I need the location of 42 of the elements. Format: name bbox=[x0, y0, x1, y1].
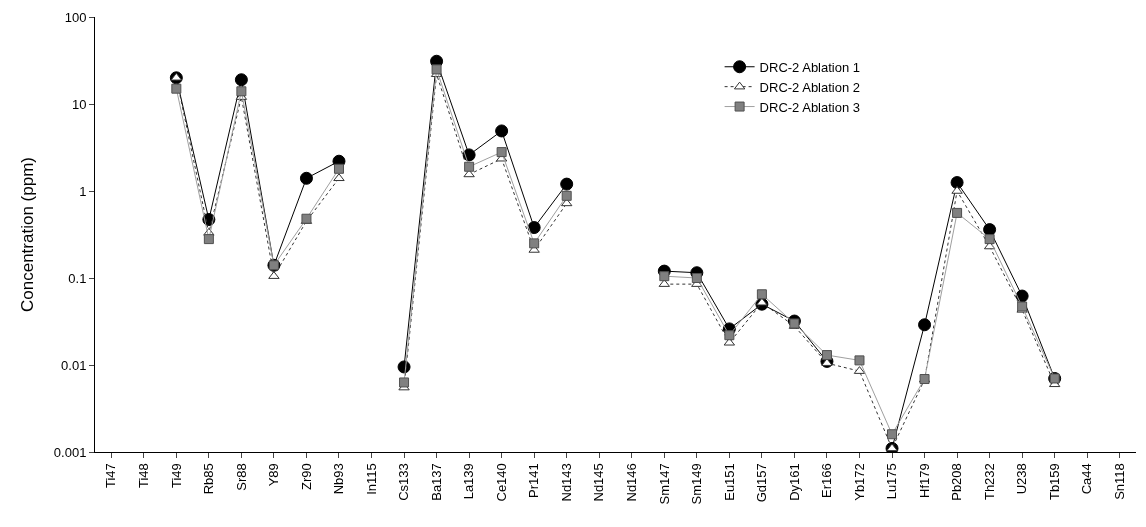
x-tick-label: Sm147 bbox=[656, 463, 672, 505]
x-tick-label: Yb172 bbox=[851, 463, 867, 501]
x-tick-label: Nd145 bbox=[591, 463, 607, 502]
y-tick-label: 100 bbox=[64, 9, 87, 25]
y-axis-title: Concentration (ppm) bbox=[18, 157, 38, 312]
x-tick-label: Rb85 bbox=[201, 463, 217, 495]
x-tick-label: Hf179 bbox=[916, 463, 932, 498]
x-tick-label: Sr88 bbox=[233, 463, 249, 491]
x-tick-label: Ti48 bbox=[136, 463, 152, 489]
x-tick-label: Tb159 bbox=[1046, 463, 1062, 501]
x-tick-label: U238 bbox=[1014, 463, 1030, 495]
x-tick-label: Cs133 bbox=[396, 463, 412, 501]
x-tick-label: Eu151 bbox=[721, 463, 737, 501]
legend-label: DRC-2 Ablation 1 bbox=[759, 59, 861, 75]
legend-label: DRC-2 Ablation 2 bbox=[759, 79, 861, 95]
y-tick-label: 0.01 bbox=[61, 357, 87, 373]
x-tick-label: Sn118 bbox=[1111, 463, 1127, 500]
x-tick-label: Pr141 bbox=[526, 463, 542, 498]
x-tick-label: Th232 bbox=[981, 463, 997, 501]
x-tick-label: La139 bbox=[461, 463, 477, 500]
x-tick-label: Er166 bbox=[819, 463, 835, 498]
x-tick-label: Nb93 bbox=[331, 463, 347, 495]
x-tick-label: Gd157 bbox=[754, 463, 770, 503]
x-tick-label: Pb208 bbox=[949, 463, 965, 501]
y-tick-label: 10 bbox=[71, 96, 87, 112]
x-tick-label: Ca44 bbox=[1079, 463, 1095, 495]
y-tick-label: 0.001 bbox=[53, 444, 87, 460]
y-tick-label: 0.1 bbox=[68, 270, 87, 286]
x-tick-label: Ce140 bbox=[493, 463, 509, 502]
x-tick-label: Lu175 bbox=[884, 463, 900, 500]
x-tick-label: Ba137 bbox=[428, 463, 444, 501]
legend-label: DRC-2 Ablation 3 bbox=[759, 99, 861, 115]
x-tick-label: Ti47 bbox=[103, 463, 119, 489]
y-tick-label: 1 bbox=[79, 183, 87, 199]
x-tick-label: Y89 bbox=[266, 463, 282, 487]
x-tick-label: In115 bbox=[363, 463, 379, 495]
x-tick-label: Dy161 bbox=[786, 463, 802, 501]
x-tick-label: Nd146 bbox=[623, 463, 639, 502]
x-tick-label: Ti49 bbox=[168, 463, 184, 489]
x-tick-label: Nd143 bbox=[558, 463, 574, 502]
x-tick-label: Sm149 bbox=[689, 463, 705, 505]
x-tick-label: Zr90 bbox=[298, 463, 314, 490]
